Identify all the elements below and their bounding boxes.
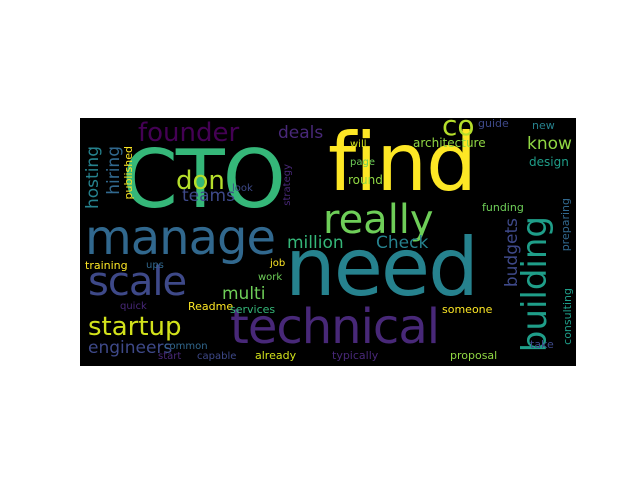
word-guide: guide	[478, 118, 509, 130]
word-take: take	[530, 338, 554, 351]
word-manage: manage	[85, 210, 276, 266]
word-technical: technical	[230, 299, 440, 355]
word-founder: founder	[138, 118, 240, 148]
word-consulting: consulting	[561, 288, 574, 345]
word-need: need	[285, 221, 479, 314]
word-job: job	[270, 258, 286, 269]
word-building: building	[515, 216, 555, 353]
word-funding: funding	[482, 201, 524, 214]
word-find: find	[328, 118, 477, 209]
word-already: already	[255, 349, 297, 362]
word-look: look	[232, 183, 253, 194]
word-cto: CTO	[122, 133, 286, 226]
word-round: round	[348, 173, 383, 187]
word-really: really	[323, 197, 434, 243]
word-preparing: preparing	[559, 198, 572, 252]
word-hiring: hiring	[104, 146, 124, 195]
word-typically: typically	[332, 349, 379, 362]
word-common: common	[164, 341, 208, 352]
word-design: design	[529, 155, 569, 169]
word-work: work	[258, 272, 283, 283]
word-published: published	[122, 146, 135, 200]
word-new: new	[532, 119, 555, 132]
word-startup: startup	[88, 312, 182, 342]
word-someone: someone	[442, 303, 493, 316]
word-services: services	[230, 303, 276, 316]
word-know: know	[527, 134, 572, 154]
word-strategy: strategy	[282, 164, 293, 206]
word-proposal: proposal	[450, 349, 498, 362]
word-check: Check	[376, 233, 429, 253]
word-quick: quick	[120, 301, 147, 312]
word-million: million	[287, 233, 344, 253]
word-readme: Readme	[188, 300, 234, 313]
word-training: training	[85, 259, 128, 272]
word-architecture: architecture	[413, 136, 486, 150]
word-teams: teams	[182, 186, 235, 206]
word-co: co	[442, 118, 475, 142]
word-capable: capable	[197, 351, 237, 362]
word-deals: deals	[278, 123, 324, 143]
word-multi: multi	[222, 284, 266, 304]
word-engineers: engineers	[88, 338, 173, 358]
word-scale: scale	[88, 259, 187, 305]
word-ups: ups	[146, 260, 164, 271]
word-will: will	[350, 139, 367, 150]
word-cloud: CTO find need manage technical really sc…	[80, 118, 576, 366]
word-page: page	[350, 157, 375, 168]
word-hosting: hosting	[83, 146, 103, 209]
word-start: start	[158, 351, 182, 362]
word-don: don	[176, 166, 225, 196]
word-budgets: budgets	[502, 218, 522, 288]
